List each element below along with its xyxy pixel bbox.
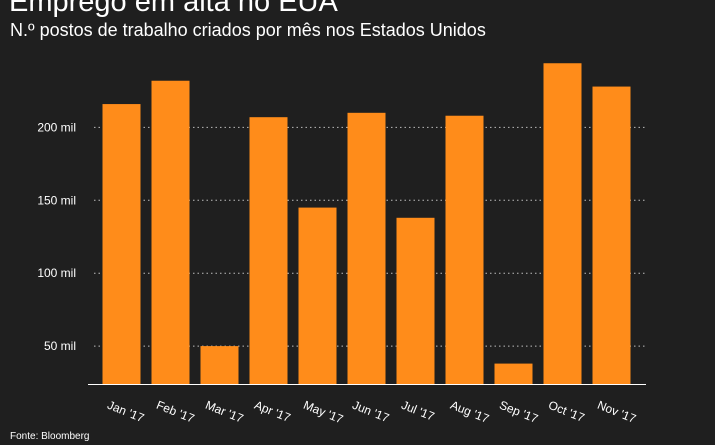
y-tick-label: 100 mil bbox=[37, 266, 76, 280]
x-tick-label: Aug '17 bbox=[448, 398, 491, 426]
x-tick-label: Sep '17 bbox=[497, 398, 540, 426]
bar bbox=[445, 115, 484, 384]
x-tick-label: Jan '17 bbox=[105, 398, 146, 425]
source-note: Fonte: Bloomberg bbox=[10, 431, 90, 442]
x-tick-label: Feb '17 bbox=[154, 398, 196, 426]
bar bbox=[396, 217, 435, 384]
y-tick-label: 150 mil bbox=[37, 193, 76, 207]
x-tick-label: Apr '17 bbox=[252, 398, 292, 425]
bar bbox=[249, 117, 288, 384]
x-tick-label: Oct '17 bbox=[546, 398, 586, 425]
x-tick-label: Nov '17 bbox=[595, 398, 638, 426]
chart-title: Emprego em alta no EUA bbox=[9, 0, 338, 18]
bar bbox=[347, 112, 386, 384]
bar bbox=[592, 86, 631, 385]
x-tick-label: May '17 bbox=[301, 398, 345, 427]
bar bbox=[151, 80, 190, 385]
x-tick-label: Jul '17 bbox=[399, 398, 436, 424]
x-tick-label: Jun '17 bbox=[350, 398, 391, 425]
y-tick-label: 200 mil bbox=[37, 120, 76, 134]
bar bbox=[102, 104, 141, 385]
bar bbox=[494, 363, 533, 384]
bar bbox=[543, 63, 582, 385]
y-tick-label: 50 mil bbox=[44, 339, 76, 353]
chart-subtitle: N.º postos de trabalho criados por mês n… bbox=[10, 20, 486, 40]
bar bbox=[200, 346, 239, 384]
bar bbox=[298, 207, 337, 384]
x-tick-label: Mar '17 bbox=[203, 398, 245, 426]
